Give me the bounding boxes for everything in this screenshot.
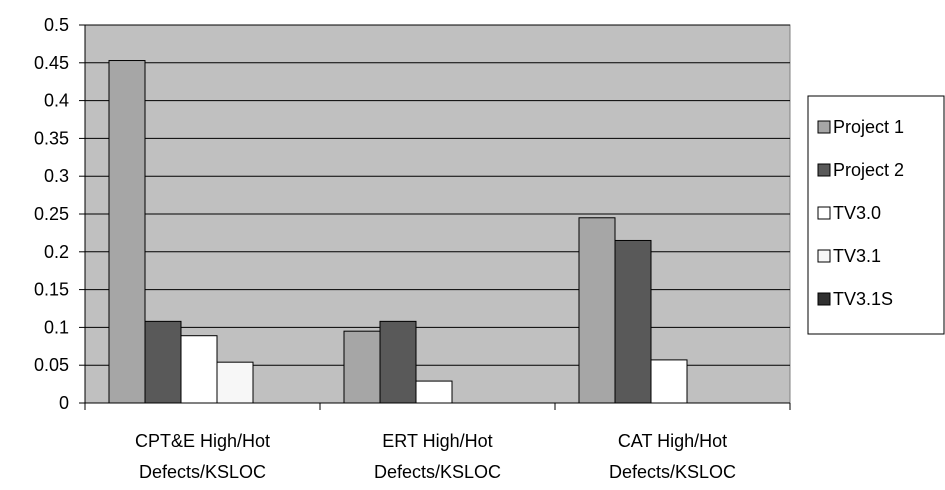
bar-tv3-1 [216,361,254,404]
legend-swatch [817,249,831,263]
x-category-label: ERT High/Hot Defects/KSLOC [374,431,501,482]
bar-tv3-0 [415,380,453,404]
y-tick-label: 0.05 [34,355,69,375]
bar-project-2 [614,239,652,404]
bar-project-1 [578,217,616,404]
legend-label: TV3.1S [833,289,893,309]
legend-box [807,95,945,335]
y-tick-label: 0.5 [44,15,69,35]
bar-project-1 [343,330,381,404]
y-tick-label: 0.2 [44,242,69,262]
y-tick-label: 0.15 [34,280,69,300]
legend-swatch [817,163,831,177]
legend-label: Project 1 [833,117,904,137]
x-category-label-line: Defects/KSLOC [609,462,736,482]
y-tick-label: 0.45 [34,53,69,73]
bar-project-2 [144,320,182,404]
bar-tv3-0 [650,359,688,404]
x-axis: CPT&E High/Hot Defects/KSLOC ERT High/Hot D… [84,402,791,482]
bars [108,60,688,404]
y-tick-label: 0.35 [34,128,69,148]
x-category-label-line: CPT&E High/Hot [135,431,270,451]
x-category-label-line: ERT High/Hot [382,431,492,451]
y-tick-label: 0 [59,393,69,413]
y-tick-label: 0.1 [44,317,69,337]
y-tick-label: 0.4 [44,91,69,111]
legend-label: Project 2 [833,160,904,180]
y-axis: 0 0.05 0.1 0.15 0.2 0.25 0.3 0.35 0.4 0.45 0.5 [34,15,86,413]
y-tick-label: 0.3 [44,166,69,186]
x-category-label: CPT&E High/Hot Defects/KSLOC [135,431,270,482]
legend-swatch [817,292,831,306]
legend-label: TV3.0 [833,203,881,223]
legend-swatch [817,120,831,134]
legend: Project 1 Project 2 TV3.0 TV3.1 TV3.1S [807,95,945,335]
legend-label: TV3.1 [833,246,881,266]
x-category-label-line: Defects/KSLOC [374,462,501,482]
legend-swatch [817,206,831,220]
y-tick-label: 0.25 [34,204,69,224]
x-category-label-line: Defects/KSLOC [139,462,266,482]
x-category-label-line: CAT High/Hot [618,431,727,451]
bar-project-2 [379,320,417,404]
bar-project-1 [108,60,146,404]
x-category-label: CAT High/Hot Defects/KSLOC [609,431,736,482]
bar-tv3-0 [180,335,218,404]
